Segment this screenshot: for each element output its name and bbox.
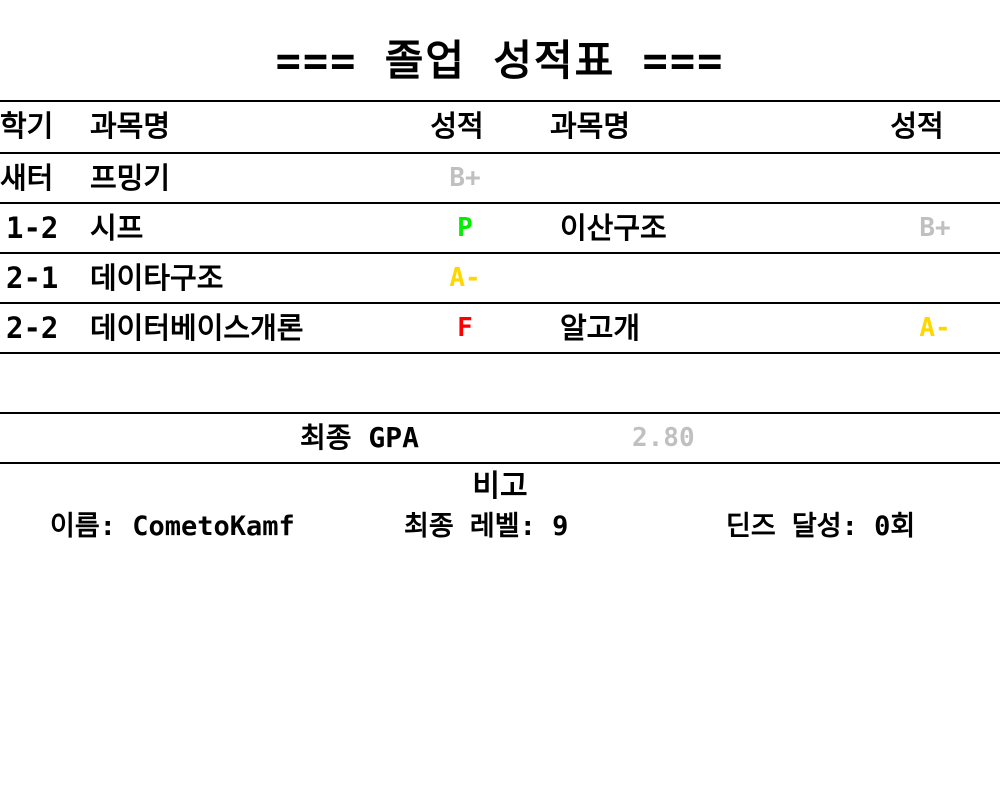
header-grade-left: 성적: [430, 109, 484, 143]
row-semester: 새터: [0, 161, 54, 195]
row-grade-left: F: [457, 313, 473, 343]
row-course-left: 프밍기: [90, 161, 171, 195]
divider-gpa-bottom: [0, 462, 1000, 464]
row-course-left: 데이터베이스개론: [90, 311, 304, 345]
deans-list-count: 딘즈 달성: 0회: [726, 511, 916, 542]
row-grade-right: B+: [919, 213, 951, 243]
gpa-value: 2.80: [632, 423, 695, 453]
row-grade-left: A-: [449, 263, 481, 293]
page-title: === 졸업 성적표 ===: [275, 36, 725, 85]
row-grade-right: A-: [919, 313, 951, 343]
player-name: 이름: CometoKamf: [50, 511, 295, 542]
final-level: 최종 레벨: 9: [404, 511, 569, 542]
row-grade-right: [880, 154, 990, 202]
row-course-right: 이산구조: [560, 211, 667, 245]
table-row: 2-1 데이타구조 A-: [0, 254, 1000, 302]
table-header: 학기 과목명 성적 과목명 성적: [0, 102, 1000, 150]
divider-table-bottom: [0, 352, 1000, 354]
row-course-right: 알고개: [560, 311, 641, 345]
table-row: 1-2 시프 P 이산구조 B+: [0, 204, 1000, 252]
row-semester: 2-2: [6, 311, 59, 345]
divider-row: [0, 202, 1000, 204]
gpa-label: 최종 GPA: [300, 421, 419, 454]
row-grade-right: [880, 254, 990, 302]
divider-top: [0, 100, 1000, 102]
row-course-left: 시프: [90, 211, 144, 245]
remarks-title: 비고: [472, 469, 528, 504]
header-course-right: 과목명: [550, 109, 631, 143]
table-row: 새터 프밍기 B+: [0, 154, 1000, 202]
row-semester: 2-1: [6, 261, 59, 295]
row-grade-left: B+: [449, 163, 481, 193]
header-semester: 학기: [0, 109, 54, 143]
divider-gpa-top: [0, 412, 1000, 414]
row-grade-left: P: [457, 213, 473, 243]
divider-row: [0, 302, 1000, 304]
divider-header: [0, 152, 1000, 154]
header-course-left: 과목명: [90, 109, 171, 143]
header-grade-right: 성적: [890, 109, 944, 143]
table-row: 2-2 데이터베이스개론 F 알고개 A-: [0, 304, 1000, 352]
row-course-left: 데이타구조: [90, 261, 224, 295]
divider-row: [0, 252, 1000, 254]
row-semester: 1-2: [6, 211, 59, 245]
gpa-row: 최종 GPA 2.80: [0, 414, 1000, 462]
